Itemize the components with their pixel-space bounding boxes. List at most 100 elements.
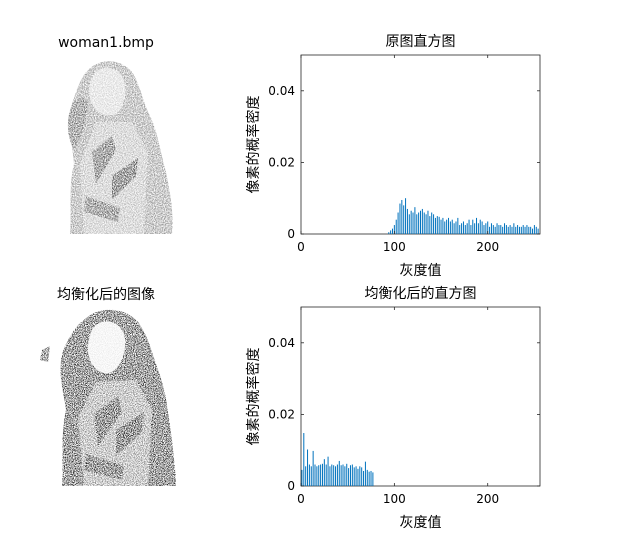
bar: [420, 210, 421, 234]
bar: [320, 464, 322, 486]
bar: [485, 223, 487, 234]
bar: [395, 219, 397, 234]
bar: [518, 226, 520, 234]
bar: [310, 466, 312, 486]
bar: [483, 225, 485, 234]
bar: [442, 217, 444, 234]
bar: [462, 221, 464, 234]
bar: [408, 214, 410, 234]
bar: [513, 223, 515, 234]
y-tick-label: 0.02: [268, 407, 295, 421]
y-tick-label: 0: [287, 479, 295, 493]
bar: [535, 226, 537, 234]
bar: [410, 210, 412, 234]
bar: [492, 225, 494, 234]
bar: [425, 214, 427, 234]
bar: [301, 469, 303, 486]
x-tick-label: 0: [297, 492, 305, 506]
bar: [515, 226, 517, 234]
woman-original-image: [67, 61, 173, 234]
bar: [429, 216, 431, 234]
bar: [505, 225, 507, 234]
y-tick-label: 0.04: [268, 336, 295, 350]
bar: [533, 225, 535, 234]
bar: [477, 223, 479, 234]
bar: [340, 465, 342, 486]
y-tick-label: 0.04: [268, 84, 295, 98]
bar: [436, 216, 438, 234]
bar: [361, 467, 363, 486]
bar: [333, 465, 335, 486]
y-tick-label: 0: [287, 227, 295, 241]
x-tick-label: 100: [383, 240, 406, 254]
bars: [388, 198, 539, 234]
bar: [364, 461, 366, 486]
y-tick-label: 0.02: [268, 155, 295, 169]
bar: [418, 212, 420, 234]
bar: [464, 225, 466, 234]
bar: [366, 469, 368, 486]
bar: [490, 223, 492, 234]
bar: [532, 228, 534, 234]
bar: [459, 225, 461, 234]
bar: [363, 470, 365, 486]
bar: [431, 212, 433, 234]
bar: [405, 198, 407, 234]
bar: [470, 225, 472, 234]
bar: [451, 219, 453, 234]
bar: [335, 466, 337, 486]
bar: [316, 466, 318, 486]
woman-equalized-image: [40, 309, 176, 486]
bar: [433, 214, 435, 234]
bar: [440, 219, 442, 234]
bar: [511, 226, 513, 234]
bar: [423, 212, 425, 234]
bar: [344, 466, 346, 486]
bar: [461, 223, 463, 234]
bar: [489, 226, 491, 234]
bar: [388, 232, 390, 234]
bar: [479, 219, 481, 234]
bar: [353, 467, 355, 486]
bar: [414, 207, 416, 234]
bar: [446, 219, 448, 234]
bar: [370, 470, 372, 486]
bar: [509, 225, 511, 234]
y-axis-label: 像素的概率密度: [245, 96, 262, 194]
bar: [390, 230, 392, 234]
bar: [325, 464, 327, 486]
bar: [474, 223, 476, 234]
bar: [520, 226, 522, 234]
x-tick-label: 200: [476, 240, 499, 254]
bar: [438, 216, 440, 234]
bar: [537, 228, 539, 234]
bar: [368, 471, 370, 486]
bar: [476, 217, 478, 234]
bar: [312, 450, 314, 486]
bar: [307, 449, 309, 486]
x-tick-label: 200: [476, 492, 499, 506]
bar: [453, 223, 455, 234]
bar: [494, 226, 496, 234]
bar: [321, 463, 323, 486]
plot-area: [300, 306, 541, 487]
bar: [421, 208, 423, 234]
left-image-title-equalized: 均衡化后的图像: [57, 287, 155, 303]
bar: [455, 221, 457, 234]
bar: [500, 225, 502, 234]
bar: [397, 212, 399, 234]
bar: [522, 225, 524, 234]
bar: [348, 468, 350, 486]
bar: [412, 212, 414, 234]
bar: [526, 225, 528, 234]
bar: [314, 464, 316, 486]
bar: [403, 205, 405, 234]
bar: [517, 225, 519, 234]
bar: [327, 456, 329, 486]
left-image-title-original: woman1.bmp: [58, 35, 154, 51]
bar: [338, 460, 340, 486]
chart-title: 原图直方图: [386, 33, 456, 50]
bar: [457, 217, 459, 234]
bar: [391, 228, 393, 234]
